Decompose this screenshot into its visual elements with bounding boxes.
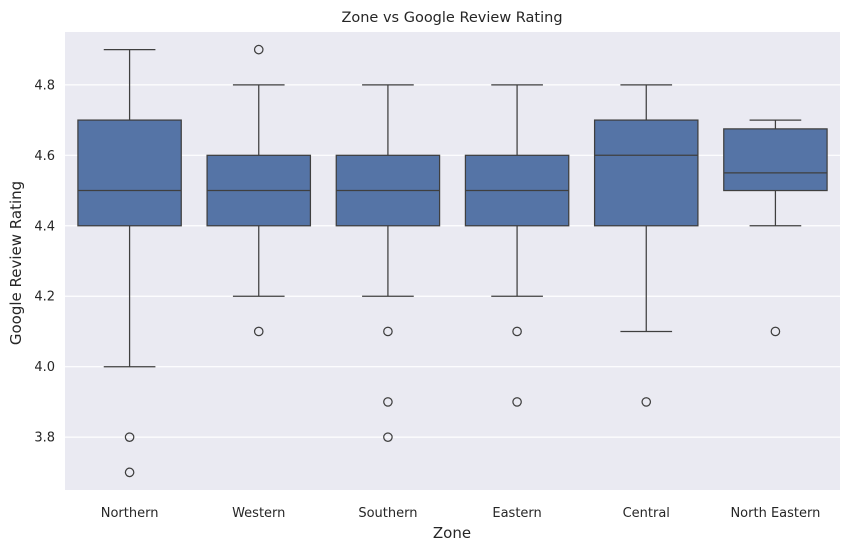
outlier-point: [253, 326, 264, 337]
y-tick-label: 3.8: [34, 431, 55, 446]
x-tick-label: North Eastern: [730, 506, 820, 521]
plot-area: [65, 32, 840, 490]
boxes: [77, 44, 828, 478]
y-tick-label: 4.4: [34, 219, 55, 234]
x-tick-label: Northern: [101, 506, 159, 521]
y-tick-label: 4.2: [34, 290, 55, 305]
box-iqr: [593, 119, 699, 227]
x-tick-label: Western: [232, 506, 285, 521]
outlier-point: [512, 326, 522, 337]
y-tick-label: 4.6: [34, 149, 55, 164]
outlier-point: [124, 432, 135, 442]
x-tick-label: Eastern: [492, 506, 541, 521]
outlier-point: [383, 432, 393, 442]
x-tick-label: Southern: [358, 506, 417, 521]
chart-title: Zone vs Google Review Rating: [341, 10, 562, 26]
box-northern: [77, 48, 182, 478]
x-axis-title: Zone: [433, 524, 471, 542]
box-central: [593, 84, 699, 407]
outlier-point: [641, 397, 652, 407]
box-southern: [335, 84, 441, 442]
y-tick-label: 4.0: [34, 360, 55, 375]
box-north-eastern: [723, 119, 828, 337]
outlier-point: [124, 467, 135, 478]
box-iqr: [77, 119, 182, 227]
y-tick-label: 4.8: [34, 78, 55, 93]
outlier-point: [512, 397, 522, 407]
outlier-point: [383, 397, 393, 407]
box-western: [206, 44, 312, 337]
x-tick-label: Central: [623, 506, 670, 521]
box-iqr: [723, 128, 828, 192]
gridlines: [65, 84, 840, 438]
x-axis-ticks: Northern Western Southern Eastern Central Nor…: [101, 506, 821, 521]
outlier-point: [770, 326, 781, 337]
outlier-point: [253, 44, 264, 55]
box-eastern: [464, 84, 570, 407]
y-axis-title: Google Review Rating: [7, 181, 25, 345]
outlier-point: [383, 326, 393, 337]
y-axis-ticks: 3.8 4.0 4.2 4.4 4.6 4.8: [34, 78, 55, 445]
